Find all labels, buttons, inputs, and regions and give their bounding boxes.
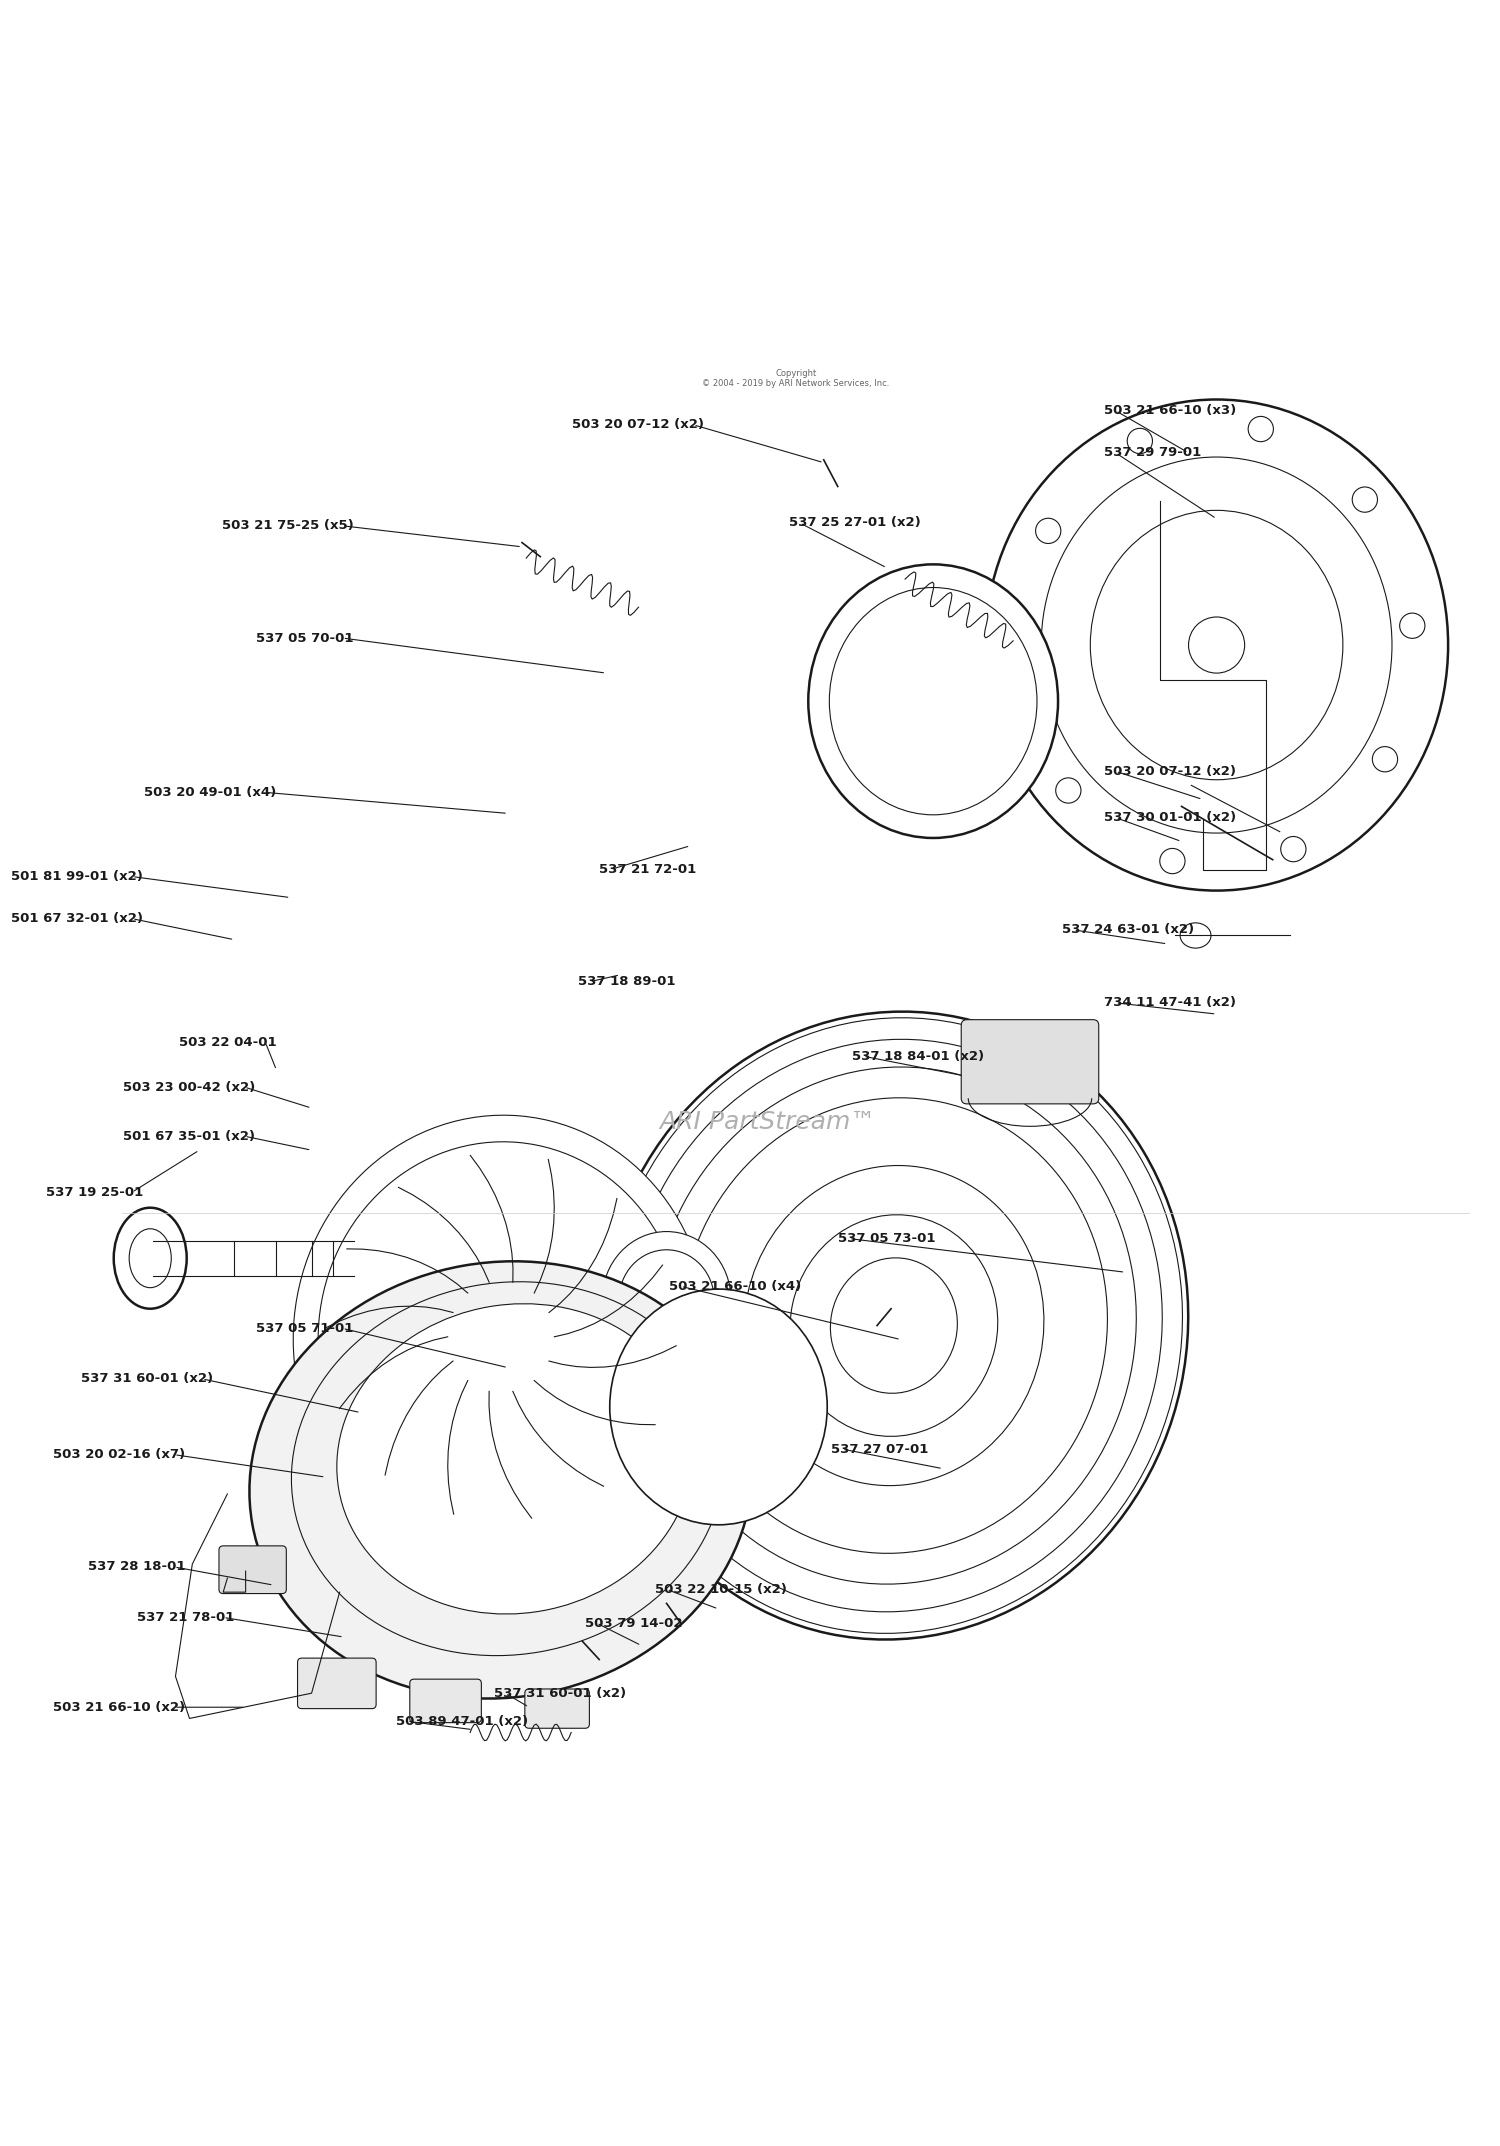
Text: 503 20 07-12 (x2): 503 20 07-12 (x2) [1104,764,1236,777]
Text: 537 21 78-01: 537 21 78-01 [136,1612,234,1625]
Text: ARI PartStream™: ARI PartStream™ [660,1109,876,1133]
Text: 537 27 07-01: 537 27 07-01 [831,1442,928,1455]
FancyBboxPatch shape [297,1659,376,1708]
Ellipse shape [338,1305,693,1614]
Text: 503 21 66-10 (x4): 503 21 66-10 (x4) [669,1279,801,1292]
FancyBboxPatch shape [962,1019,1098,1103]
Ellipse shape [602,1232,730,1369]
Text: 537 25 27-01 (x2): 537 25 27-01 (x2) [789,517,921,530]
Text: 537 24 63-01 (x2): 537 24 63-01 (x2) [1062,923,1194,936]
Text: 503 21 66-10 (x2): 503 21 66-10 (x2) [53,1702,186,1715]
Text: 537 28 18-01: 537 28 18-01 [88,1560,186,1573]
Text: 501 67 35-01 (x2): 501 67 35-01 (x2) [123,1129,255,1142]
Circle shape [1188,618,1245,674]
Text: 503 23 00-42 (x2): 503 23 00-42 (x2) [123,1082,255,1094]
Text: 537 21 72-01: 537 21 72-01 [598,863,696,876]
Circle shape [1126,429,1152,453]
Ellipse shape [1090,511,1342,779]
FancyBboxPatch shape [410,1678,482,1723]
Text: 503 20 02-16 (x7): 503 20 02-16 (x7) [53,1449,186,1461]
Circle shape [1372,747,1398,773]
Text: 503 22 10-15 (x2): 503 22 10-15 (x2) [656,1584,788,1597]
Circle shape [1281,837,1306,863]
Text: 503 79 14-02: 503 79 14-02 [585,1616,682,1629]
Text: 537 31 60-01 (x2): 537 31 60-01 (x2) [81,1373,213,1386]
Ellipse shape [1041,457,1392,833]
Ellipse shape [1180,923,1210,949]
Ellipse shape [249,1262,753,1697]
Text: 537 30 01-01 (x2): 537 30 01-01 (x2) [1104,811,1236,824]
Ellipse shape [453,1285,549,1386]
FancyBboxPatch shape [525,1689,590,1728]
Circle shape [1352,487,1377,513]
Circle shape [1400,614,1425,637]
Circle shape [1008,652,1034,676]
Text: Copyright
© 2004 - 2019 by ARI Network Services, Inc.: Copyright © 2004 - 2019 by ARI Network S… [702,369,889,388]
Text: 537 31 60-01 (x2): 537 31 60-01 (x2) [494,1687,626,1700]
Text: 537 29 79-01: 537 29 79-01 [1104,446,1202,459]
Ellipse shape [291,1281,724,1655]
Circle shape [1056,777,1082,803]
Text: 503 20 07-12 (x2): 503 20 07-12 (x2) [573,418,705,431]
Text: 503 20 49-01 (x4): 503 20 49-01 (x4) [144,785,276,798]
Ellipse shape [808,564,1058,837]
Ellipse shape [129,1230,171,1288]
Text: 503 89 47-01 (x2): 503 89 47-01 (x2) [396,1715,528,1728]
Text: 537 05 73-01: 537 05 73-01 [839,1232,936,1245]
Text: 734 11 47-41 (x2): 734 11 47-41 (x2) [1104,996,1236,1009]
Ellipse shape [620,1249,714,1350]
Text: 537 05 70-01: 537 05 70-01 [256,631,354,644]
Circle shape [1035,517,1060,543]
Circle shape [1160,848,1185,873]
Text: 537 18 89-01: 537 18 89-01 [578,974,675,989]
Text: 503 21 75-25 (x5): 503 21 75-25 (x5) [222,519,354,532]
Ellipse shape [292,1116,710,1558]
Ellipse shape [114,1208,186,1309]
Text: 537 05 71-01: 537 05 71-01 [256,1322,354,1335]
Text: 501 67 32-01 (x2): 501 67 32-01 (x2) [10,912,142,925]
Text: 503 22 04-01: 503 22 04-01 [178,1037,276,1049]
Text: 537 18 84-01 (x2): 537 18 84-01 (x2) [852,1049,984,1062]
Ellipse shape [986,399,1448,891]
Text: 501 81 99-01 (x2): 501 81 99-01 (x2) [12,869,142,882]
Text: 503 21 66-10 (x3): 503 21 66-10 (x3) [1104,403,1236,416]
Ellipse shape [830,588,1036,815]
FancyBboxPatch shape [219,1545,286,1594]
Circle shape [1248,416,1274,442]
Ellipse shape [609,1290,826,1526]
Text: 537 19 25-01: 537 19 25-01 [46,1187,142,1200]
